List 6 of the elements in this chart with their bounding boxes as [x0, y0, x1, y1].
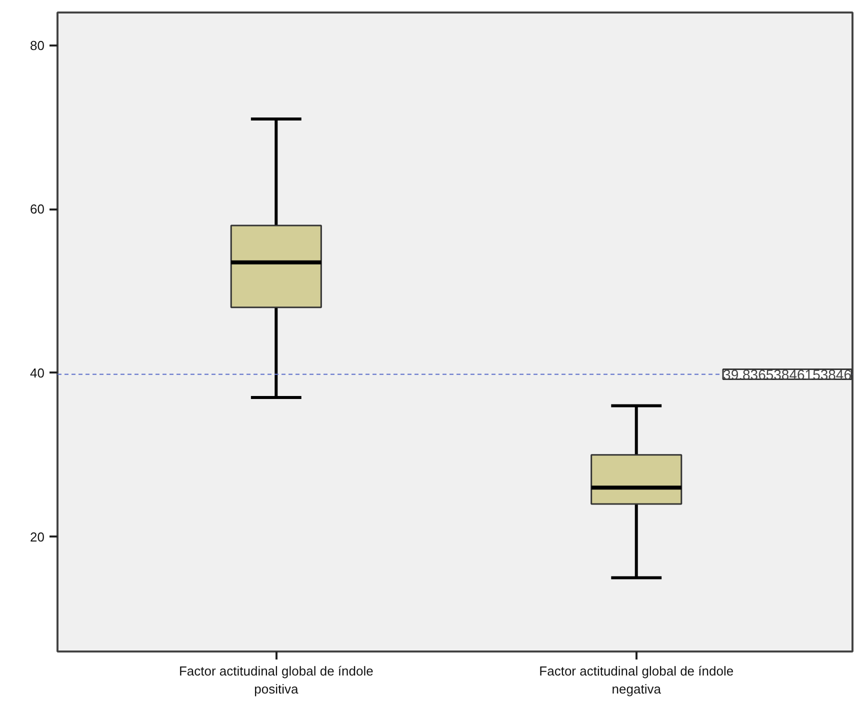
y-tick-label: 80: [30, 38, 45, 53]
x-tick-label: Factor actitudinal global de índole negativa: [539, 664, 734, 696]
y-tick-label: 60: [30, 202, 45, 217]
y-tick-label: 20: [30, 529, 45, 544]
x-tick-label: Factor actitudinal global de índole positiva: [178, 664, 374, 696]
y-tick-label: 40: [30, 365, 45, 380]
